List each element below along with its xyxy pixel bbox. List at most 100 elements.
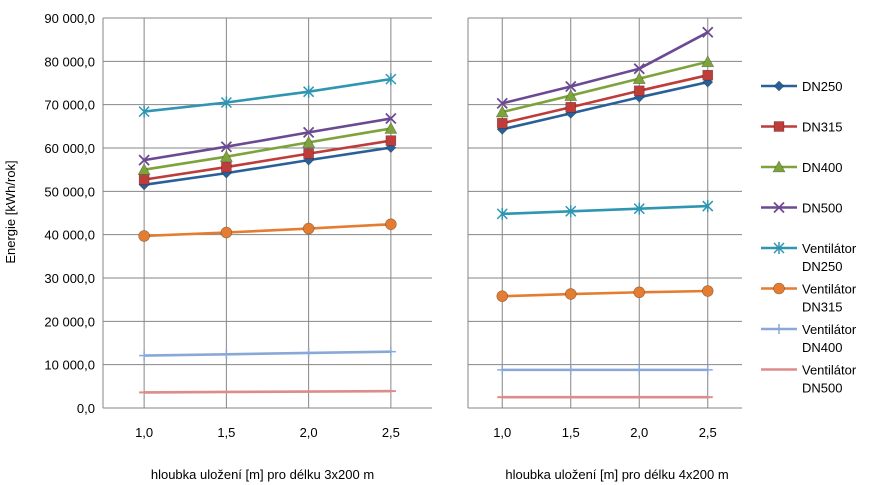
data-point-v250 [633, 202, 645, 215]
series-line-v250 [143, 77, 392, 113]
series-line-dn500 [501, 31, 709, 105]
x-tick-label: 1,5 [562, 425, 580, 440]
data-point-v250 [138, 105, 150, 118]
data-point-dn500 [302, 126, 315, 139]
data-point-v250 [702, 200, 714, 213]
legend-label: Ventilátor [802, 322, 857, 337]
data-point-v250 [385, 73, 397, 86]
data-point-dn500 [220, 141, 233, 153]
y-tick-label: 30 000,0 [44, 271, 95, 286]
data-point-dn500 [496, 97, 508, 110]
series-line-dn250 [501, 80, 709, 131]
data-point-dn315 [303, 148, 314, 159]
series-line-v315 [144, 222, 391, 238]
legend-label: DN400 [802, 160, 842, 175]
series-dn400 [137, 121, 398, 175]
data-point-v315 [385, 218, 397, 231]
series-line-v250 [502, 204, 708, 216]
data-point-v250 [496, 207, 508, 220]
legend-marker [772, 160, 786, 173]
legend-label: DN250 [802, 79, 842, 94]
series-v500 [139, 389, 396, 394]
legend-label-line2: DN250 [802, 259, 842, 274]
axes: 0,0 10 000,0 20 000,0 30 000,0 40 000,0 50 00… [44, 11, 728, 482]
legend-item-dn315: DN315 [761, 120, 842, 135]
data-point-dn315 [221, 161, 232, 173]
data-point-dn400 [219, 150, 233, 162]
legend-label: DN500 [802, 201, 842, 216]
legend-item-v250: Ventilátor DN250 [761, 241, 857, 274]
data-point-dn400 [701, 55, 715, 68]
legend: DN250DN315DN400DN500VentilátorDN250Venti… [761, 79, 857, 396]
data-point-dn315 [633, 85, 645, 97]
series-dn400 [495, 55, 715, 118]
data-point-v315 [302, 222, 315, 235]
series-line-dn315 [501, 73, 709, 125]
y-tick-label: 50 000,0 [44, 184, 95, 199]
data-point-v400 [634, 364, 645, 375]
series-dn315 [496, 69, 714, 129]
legend-item-dn250: DN250 [761, 79, 842, 94]
legend-item-v500: Ventilátor DN500 [761, 363, 857, 396]
data-point-v400 [497, 364, 508, 375]
y-tick-label: 0,0 [77, 401, 95, 416]
series-line-v400 [144, 350, 391, 357]
legend-label: Ventilátor [802, 363, 857, 378]
series-v315 [138, 218, 397, 242]
series-dn500 [138, 112, 397, 166]
legend-label-line2: DN400 [802, 340, 842, 355]
x-tick-label: 2,5 [382, 425, 400, 440]
legend-item-dn500: DN500 [761, 201, 842, 216]
data-point-dn400 [384, 121, 398, 134]
data-point-dn400 [137, 163, 151, 175]
legend-label: Ventilátor [802, 282, 857, 297]
data-point-v315 [496, 290, 509, 303]
series-line-dn500 [143, 117, 392, 162]
data-point-dn500 [138, 154, 150, 166]
y-tick-label: 40 000,0 [44, 228, 95, 243]
y-tick-label: 90 000,0 [44, 11, 95, 26]
series-line-dn400 [143, 127, 392, 171]
data-point-dn500 [565, 80, 577, 93]
series-v250 [496, 200, 714, 220]
legend-label: DN315 [802, 120, 842, 135]
y-tick-label: 80 000,0 [44, 54, 95, 69]
data-point-v315 [220, 226, 233, 239]
series-v250 [138, 73, 397, 118]
data-point-dn500 [633, 63, 645, 75]
y-tick-label: 60 000,0 [44, 141, 95, 156]
series-line-dn315 [143, 139, 392, 181]
data-point-v400 [702, 364, 713, 375]
legend-marker [773, 282, 785, 295]
data-point-v315 [564, 288, 577, 300]
legend-label-line2: DN500 [802, 381, 842, 396]
x-tick-label: 1,0 [493, 425, 511, 440]
y-tick-label: 20 000,0 [44, 314, 95, 329]
legend-marker [773, 201, 785, 214]
series-line-v315 [502, 289, 708, 298]
data-point-v315 [701, 285, 714, 297]
series-v400 [497, 364, 713, 375]
data-point-v400 [565, 364, 576, 375]
x-tick-label: 2,5 [699, 425, 717, 440]
x-tick-label: 1,0 [135, 425, 153, 440]
data-point-dn400 [632, 72, 646, 84]
data-point-dn315 [496, 118, 508, 129]
y-axis-label: Energie [kWh/rok] [3, 160, 18, 263]
data-point-v315 [138, 230, 150, 242]
data-point-dn400 [302, 135, 316, 148]
x-axis-label: hloubka uložení [m] pro délku 3x200 m [151, 467, 374, 482]
series-layer [137, 26, 715, 399]
series-v400 [139, 346, 396, 361]
series-v315 [496, 285, 714, 303]
data-point-v315 [633, 286, 646, 299]
series-dn500 [496, 26, 714, 110]
data-point-dn315 [138, 174, 150, 185]
legend-item-v315: Ventilátor DN315 [761, 282, 857, 315]
x-tick-label: 1,5 [217, 425, 235, 440]
data-point-dn400 [495, 105, 509, 118]
x-tick-label: 2,0 [300, 425, 318, 440]
x-axis-label: hloubka uložení [m] pro délku 4x200 m [505, 467, 728, 482]
data-point-v400 [303, 347, 314, 358]
series-dn315 [138, 135, 397, 185]
